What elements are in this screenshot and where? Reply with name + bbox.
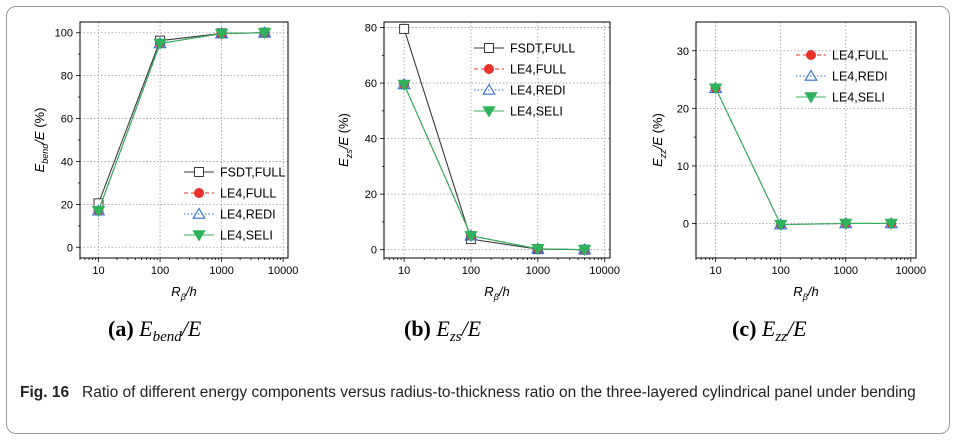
data-point-le4-seli	[773, 219, 788, 232]
legend-marker	[194, 167, 204, 177]
caption-label: Fig. 16	[20, 384, 70, 401]
y-tick-label: 80	[61, 71, 73, 83]
legend-marker	[484, 64, 494, 74]
y-axis-label: Ezs/E (%)	[336, 113, 354, 167]
x-axis-label: Rβ/h	[793, 284, 818, 302]
legend-label: LE4,FULL	[832, 49, 888, 63]
series-line-le4-redi	[98, 32, 265, 211]
legend-label: FSDT,FULL	[220, 166, 285, 180]
legend-marker	[484, 43, 494, 53]
x-tick-label: 100	[771, 265, 789, 277]
panel-c: 10 100 1000 10000 0 10 20 30 Rβ/h Ezz/E (%) LE4,FU…	[650, 21, 927, 345]
x-tick-label: 10000	[589, 265, 620, 277]
subfigure-label: (b) Ezs/E	[404, 316, 482, 345]
data-point-le4-seli	[257, 28, 272, 40]
legend: FSDT,FULL LE4,FULL LE4,REDI LE4,SELI	[184, 166, 285, 243]
x-axis-label: Rβ/h	[484, 284, 509, 302]
x-tick-label: 10000	[896, 265, 927, 277]
data-point-le4-seli	[577, 244, 592, 257]
series-line-le4-seli	[715, 87, 892, 226]
legend-label: LE4,FULL	[220, 187, 276, 201]
legend-label: LE4,SELI	[832, 91, 885, 105]
y-tick-label: 10	[677, 161, 689, 173]
legend: FSDT,FULL LE4,FULL LE4,REDI LE4,SELI	[474, 42, 575, 119]
plot-area	[695, 21, 917, 259]
y-tick-label: 40	[365, 134, 377, 146]
data-point-le4-seli	[464, 231, 478, 243]
legend-label: FSDT,FULL	[510, 42, 575, 56]
x-tick-label: 1000	[526, 265, 550, 277]
figure-caption: Fig. 16 Ratio of different energy compon…	[20, 382, 920, 403]
y-tick-label: 100	[55, 28, 73, 40]
x-axis-label: Rβ/h	[171, 284, 196, 302]
y-tick-label: 60	[61, 114, 73, 126]
x-tick-label: 10000	[268, 265, 299, 277]
series-line-le4-seli	[98, 32, 265, 211]
data-point-fsdt-full	[399, 23, 410, 34]
legend-label: LE4,REDI	[220, 208, 276, 222]
x-tick-label: 1000	[209, 265, 233, 277]
data-point-le4-seli	[214, 28, 229, 41]
data-point-le4-seli	[397, 79, 411, 91]
subfigure-label: (c) Ezz/E	[732, 316, 807, 345]
data-point-le4-seli	[884, 218, 898, 230]
data-point-le4-seli	[91, 206, 106, 218]
series-line-le4-full	[98, 32, 265, 211]
legend-label: LE4,FULL	[510, 63, 566, 77]
y-tick-label: 20	[61, 199, 73, 211]
subfigure-label: (a) Ebend/E	[108, 316, 202, 345]
y-tick-label: 0	[683, 218, 689, 230]
x-tick-label: 10	[92, 265, 104, 277]
legend-marker	[804, 92, 818, 104]
legend-marker	[804, 69, 818, 81]
plot-area	[383, 21, 611, 259]
legend-marker	[482, 83, 496, 95]
y-tick-label: 0	[67, 242, 73, 254]
y-tick-label: 0	[371, 245, 377, 257]
legend-label: LE4,REDI	[510, 84, 566, 98]
y-axis-label: Ebend/E (%)	[32, 108, 50, 173]
y-tick-label: 30	[677, 46, 689, 58]
caption-text: Ratio of different energy components ver…	[82, 384, 916, 401]
data-point-le4-seli	[839, 218, 853, 230]
legend: LE4,FULL LE4,REDI LE4,SELI	[796, 49, 888, 105]
legend-marker	[806, 50, 816, 60]
x-tick-label: 10	[709, 265, 721, 277]
x-tick-label: 100	[151, 265, 169, 277]
series-line-le4-seli	[403, 84, 585, 251]
legend-marker	[482, 106, 496, 118]
y-tick-label: 60	[365, 78, 377, 90]
legend-label: LE4,SELI	[220, 229, 273, 243]
y-axis-label: Ezz/E (%)	[650, 113, 668, 167]
y-tick-label: 40	[61, 156, 73, 168]
figure-frame	[6, 6, 950, 434]
x-tick-label: 1000	[834, 265, 858, 277]
y-tick-label: 20	[365, 189, 377, 201]
legend-marker	[192, 230, 206, 242]
y-tick-label: 20	[677, 103, 689, 115]
legend-marker	[194, 188, 204, 198]
y-tick-label: 80	[365, 23, 377, 35]
x-tick-label: 100	[462, 265, 480, 277]
x-tick-label: 10	[398, 265, 410, 277]
data-point-le4-seli	[531, 244, 545, 256]
panel-b: 10 100 1000 10000 0 20 40 60 80 Rβ/h Ezs/E (%) FSDT…	[336, 21, 620, 345]
legend-label: LE4,SELI	[510, 105, 563, 119]
data-point-le4-seli	[153, 38, 167, 50]
legend-marker	[192, 207, 206, 219]
plot-area	[79, 21, 289, 259]
data-point-le4-seli	[708, 83, 723, 95]
legend-label: LE4,REDI	[832, 70, 888, 84]
